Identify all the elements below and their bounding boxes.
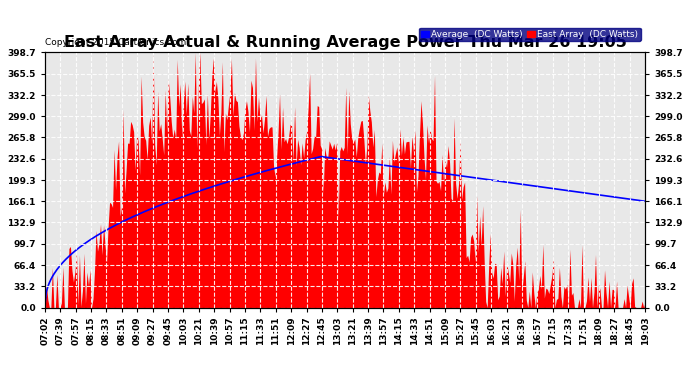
Text: Copyright 2015 Cartronics.com: Copyright 2015 Cartronics.com [45, 39, 186, 48]
Legend: Average  (DC Watts), East Array  (DC Watts): Average (DC Watts), East Array (DC Watts… [419, 28, 640, 41]
Title: East Array Actual & Running Average Power Thu Mar 26 19:05: East Array Actual & Running Average Powe… [63, 35, 627, 50]
